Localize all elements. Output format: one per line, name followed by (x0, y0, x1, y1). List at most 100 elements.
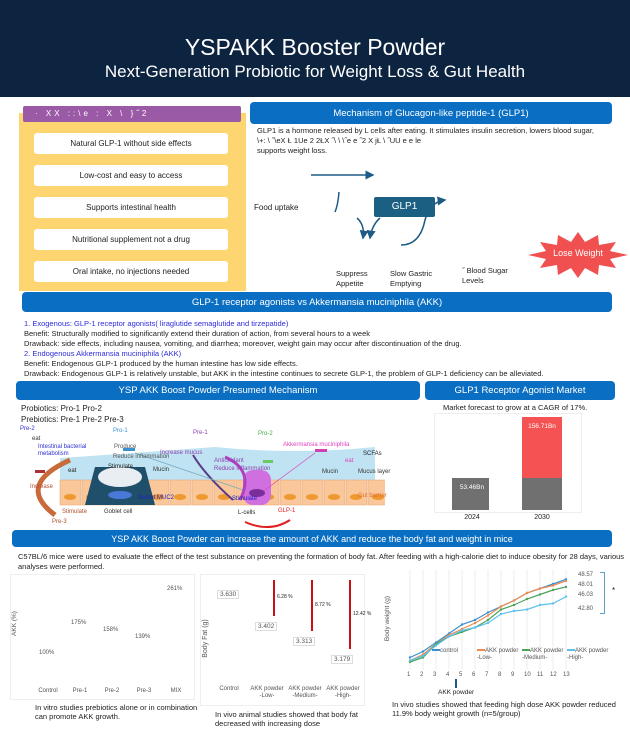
data-point (499, 605, 503, 608)
market-data-label: 156.71Bn (528, 422, 556, 430)
fat-x-label: AKK powder -Medium- (288, 686, 322, 699)
mechanism-label-akk: Akkermansia muciniphila (283, 442, 350, 448)
comparison-line: Benefit: Endogenous GLP-1 produced by th… (24, 359, 298, 368)
data-point (460, 629, 464, 632)
data-point (408, 659, 412, 662)
mechanism-label-increase: Increase (30, 484, 54, 490)
presumed-mechanism-title: YSP AKK Boost Powder Presumed Mechanism (16, 381, 420, 400)
data-point (564, 595, 568, 598)
lose-weight-burst-icon (528, 232, 628, 278)
mechanism-label-scfa: SCFAs (363, 451, 382, 457)
mechanism-label-gut_barrier: Gut barrier (358, 493, 387, 499)
blood-sugar-label: ˝ Blood Sugar Levels (462, 266, 508, 285)
mechanism-label-mucin1: Mucin (153, 467, 170, 473)
data-point (525, 597, 529, 601)
benefit-item: Nutritional supplement not a drug (34, 229, 228, 250)
weight-x-label: 11 (537, 672, 544, 678)
akk-x-label: Pre-2 (104, 688, 120, 694)
data-point (538, 587, 542, 590)
benefit-item: Natural GLP-1 without side effects (34, 133, 228, 154)
in-vivo-weight-caption: In vivo studies showed that feeding high… (392, 700, 616, 718)
market-data-label: 53.46Bn (459, 484, 485, 492)
data-point (421, 650, 425, 653)
akk-start-arrow (455, 679, 457, 688)
probiotics-label: Probiotics: Pro-1 Pro-2 (21, 404, 102, 413)
mechanism-label-pro1: Pro-1 (113, 428, 128, 434)
mechanism-label-metab: Intestinal bacterial metabolism (38, 444, 87, 457)
data-point (447, 635, 451, 638)
benefit-item: Oral intake, no injections needed (34, 261, 228, 282)
fat-data-label: 3.313 (293, 637, 316, 646)
fat-data-label: 3.402 (255, 622, 278, 631)
data-point (486, 618, 490, 622)
fat-reduction-label: 12.42 % (353, 610, 372, 617)
akk-y-label: AKK (%) (10, 611, 18, 636)
data-point (525, 608, 529, 611)
data-point (408, 656, 412, 659)
comparison-line: Benefit: Structurally modified to signif… (24, 329, 371, 338)
fat-reduction-label: 8.72 % (315, 601, 331, 608)
slow-gastric-label: Slow Gastric Emptying (390, 269, 433, 288)
data-point (434, 644, 438, 647)
poster-title: YSPAKK Booster Powder (184, 34, 446, 60)
mechanism-label-stimulate2: Stimulate (62, 509, 88, 515)
mechanism-label-mucin2: Mucin (322, 469, 339, 475)
weight-x-label: 10 (524, 672, 531, 678)
body-weight-chart (408, 570, 568, 670)
in-vitro-caption: In vitro studies prebiotics alone or in … (35, 703, 198, 721)
mechanism-label-lcells: L-cells (238, 510, 256, 516)
akk-data-label: 158% (103, 626, 119, 633)
glp1-description: GLP1 is a hormone released by L cells af… (257, 126, 630, 156)
suppress-appetite-label: Suppress Appetite (336, 269, 368, 288)
weight-y-label: Body weight (g) (384, 595, 392, 642)
weight-x-label: 5 (459, 672, 463, 678)
legend-swatch (432, 649, 440, 652)
fat-x-label: AKK powder -Low- (250, 686, 284, 699)
data-point (473, 618, 477, 622)
data-point (473, 626, 477, 629)
akk-x-label: MIX (170, 688, 182, 694)
mechanism-label-reduce2: Reduce inflammation (214, 466, 271, 472)
fat-reduction-arrow (273, 580, 275, 616)
weight-x-label: 6 (472, 672, 476, 678)
data-point (512, 609, 516, 613)
market-subtitle: Market forecast to grow at a CAGR of 17%… (443, 403, 588, 412)
weight-x-label: 4 (446, 672, 450, 678)
market-x-label: 2030 (534, 514, 550, 521)
fat-reduction-arrow (349, 580, 351, 649)
mechanism-label-produce: Produce (114, 444, 137, 450)
legend-item: AKK powder -High- (567, 648, 611, 662)
mechanism-label-antiox: Antioxidant (214, 458, 244, 464)
mechanism-label-glp: GLP-1 (278, 508, 296, 514)
mechanism-label-eat1: eat (32, 436, 41, 442)
fat-reduction-arrow (311, 580, 313, 631)
glp1-text: GLP1 is a hormone released by L cells af… (257, 126, 594, 135)
mechanism-label-pre2a: Pre-2 (20, 426, 35, 432)
mechanism-label-muc2: Secret MUC2 (138, 495, 175, 501)
comparison-line: Drawback: Endogenous GLP-1 is relatively… (24, 369, 544, 378)
legend-item: AKK powder -Medium- (522, 648, 566, 662)
fat-data-label: 3.630 (217, 590, 240, 599)
fat-reduction-label: 6.28 % (277, 594, 293, 600)
data-point (499, 612, 503, 616)
food-uptake-label: Food uptake (254, 203, 299, 212)
legend-label: AKK powder -Low- (477, 648, 519, 661)
market-bar-2024 (452, 478, 489, 510)
mechanism-label-eat2: eat (68, 468, 77, 474)
fat-data-label: 3.179 (331, 655, 354, 664)
glp1-arrows (311, 170, 447, 246)
data-point (564, 579, 568, 583)
market-bar-2030-growth (522, 416, 562, 479)
akk-data-label: 261% (167, 585, 183, 592)
in-vivo-fat-caption: In vivo animal studies showed that body … (215, 710, 358, 728)
akk-start-label: AKK powder (438, 689, 475, 696)
weight-x-label: 8 (498, 672, 502, 678)
mechanism-label-eat3: eat (345, 458, 354, 464)
weight-x-label: 1 (407, 672, 411, 678)
data-point (525, 591, 529, 595)
benefit-item: Supports intestinal health (34, 197, 228, 218)
significance-bracket (600, 572, 605, 614)
data-point (564, 585, 568, 589)
glp1-text: supports weight loss. (257, 146, 328, 155)
data-point (486, 614, 490, 617)
